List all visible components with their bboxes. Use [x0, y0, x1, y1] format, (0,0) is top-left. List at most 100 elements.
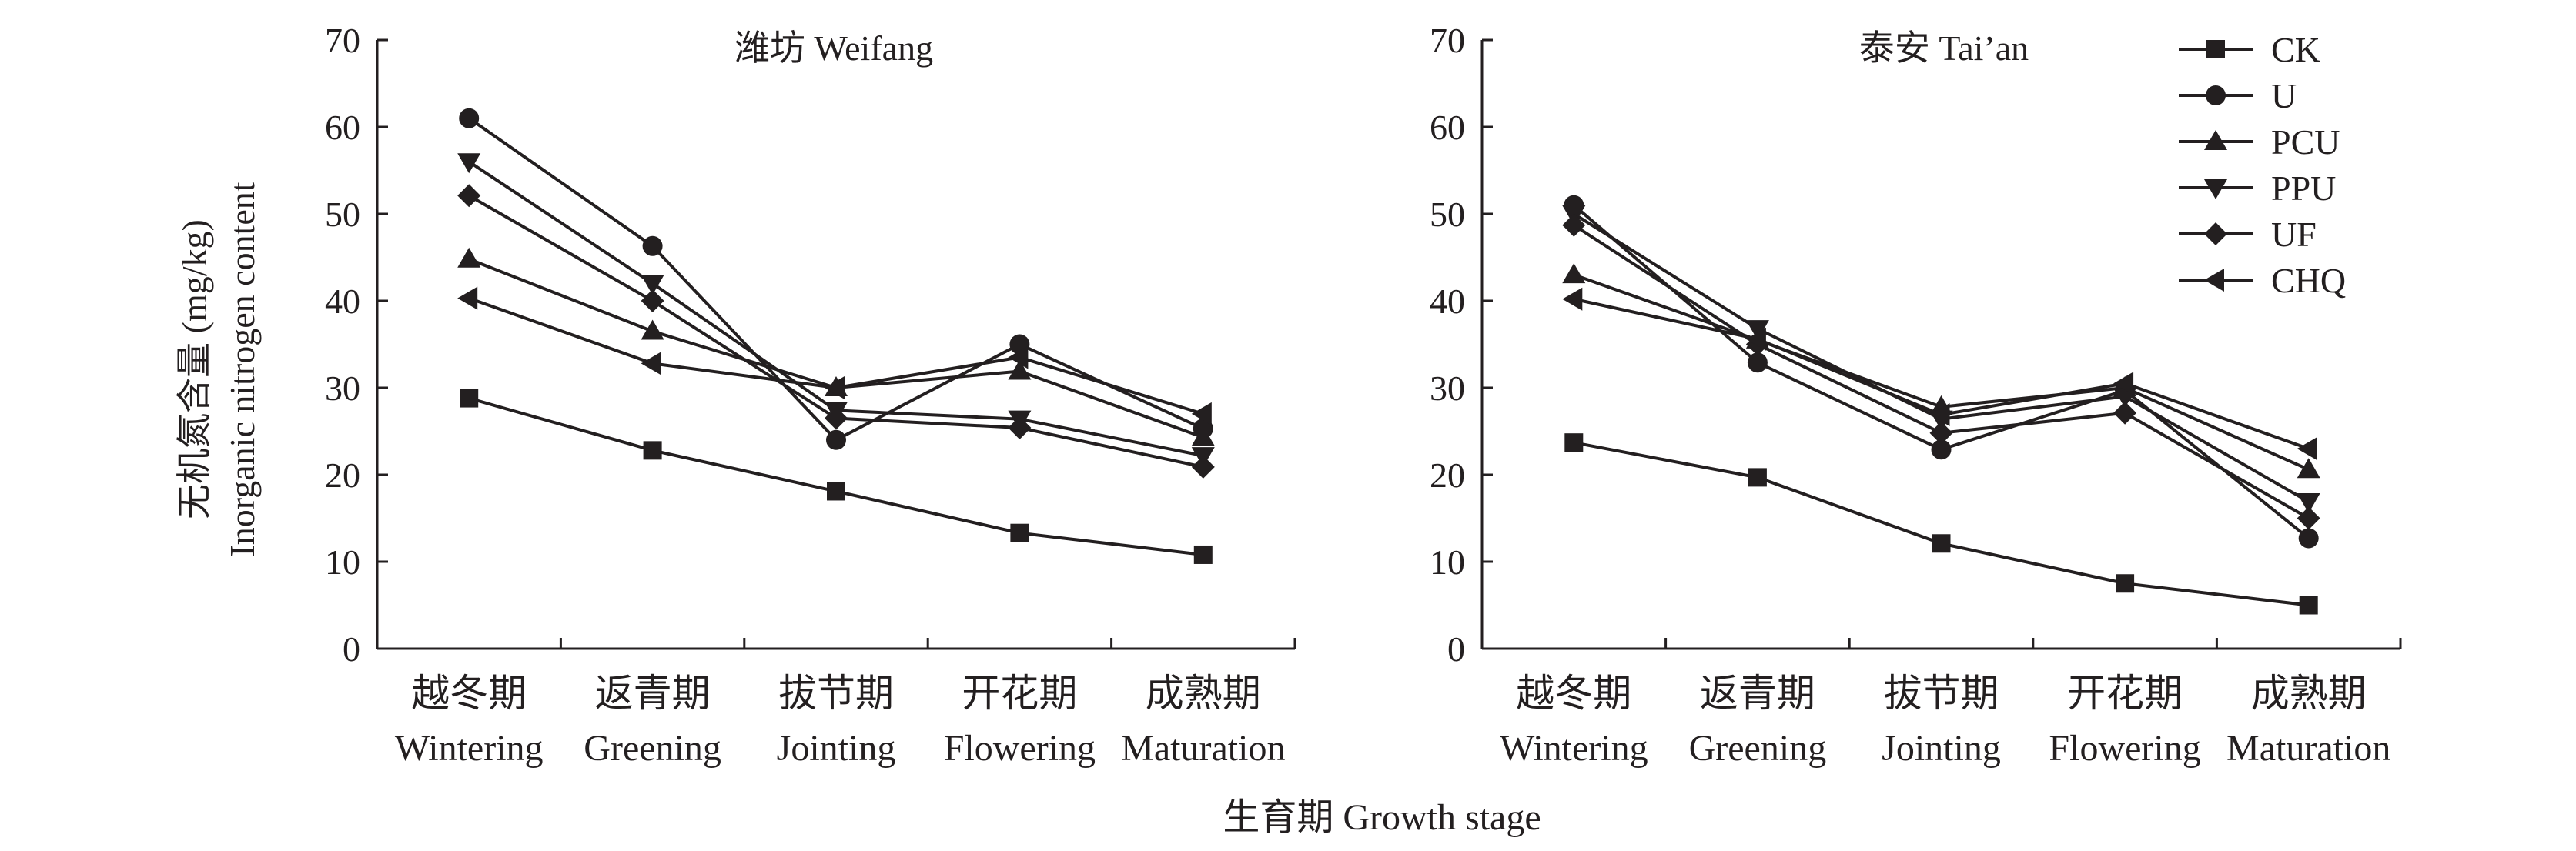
x-tick-label-en: Wintering [1500, 728, 1648, 769]
x-tick-label-en: Maturation [2226, 728, 2390, 769]
y-tick-label: 30 [1430, 369, 1465, 408]
data-point-chq [1745, 327, 1766, 351]
x-tick-label-cn: 越冬期 [1516, 672, 1631, 715]
legend-label-ppu: PPU [2271, 169, 2336, 208]
data-point-uf [825, 406, 848, 430]
x-tick-label-cn: 越冬期 [411, 672, 527, 715]
legend-marker-uf [2204, 222, 2227, 245]
y-axis-title-en: Inorganic nitrogen content [222, 182, 262, 556]
data-point-chq [1008, 345, 1029, 369]
y-tick-label: 70 [325, 21, 360, 60]
data-point-ck [1193, 545, 1213, 564]
x-tick-label-en: Jointing [777, 728, 896, 769]
x-tick-label-en: Greening [1689, 728, 1827, 769]
data-point-chq [457, 286, 478, 310]
data-point-chq [641, 352, 661, 375]
legend-marker-u [2206, 85, 2226, 105]
legend-label-u: U [2271, 76, 2297, 115]
data-point-pcu [641, 319, 664, 340]
legend-label-uf: UF [2271, 215, 2317, 254]
data-point-u [2298, 528, 2319, 549]
y-tick-label: 60 [1430, 108, 1465, 147]
y-tick-label: 30 [325, 369, 360, 408]
x-tick-label-cn: 成熟期 [2251, 672, 2367, 715]
x-tick-label-en: Flowering [944, 728, 1096, 769]
data-point-ppu [641, 275, 664, 295]
data-point-ck [1010, 523, 1029, 542]
data-point-uf [1008, 415, 1032, 439]
y-tick-label: 50 [1430, 195, 1465, 234]
data-point-ck [643, 441, 662, 460]
data-point-u [459, 108, 480, 128]
y-tick-label: 20 [1430, 456, 1465, 495]
y-tick-label: 20 [325, 456, 360, 495]
x-tick-label-en: Maturation [1121, 728, 1285, 769]
y-axis-title-cn: 无机氮含量 (mg/kg) [175, 219, 214, 519]
data-point-chq [2297, 437, 2317, 461]
x-tick-label-cn: 拔节期 [1884, 672, 1999, 715]
panel-title: 潍坊 Weifang [734, 28, 933, 68]
data-point-uf [2297, 506, 2320, 530]
x-tick-label-en: Wintering [395, 728, 544, 769]
data-point-pcu [2297, 458, 2320, 479]
x-tick-label-cn: 开花期 [962, 672, 1077, 715]
data-point-ppu [457, 153, 481, 174]
legend-label-chq: CHQ [2271, 261, 2346, 300]
x-tick-label-cn: 拔节期 [778, 672, 894, 715]
y-tick-label: 40 [1430, 282, 1465, 321]
legend-marker-ppu [2204, 179, 2227, 199]
x-tick-label-cn: 成熟期 [1146, 672, 1261, 715]
data-point-uf [641, 289, 664, 312]
data-point-uf [457, 184, 481, 208]
taian-panel: 0 10 20 30 40 50 60 70 越冬期 Wintering 返青期 Greening 拔节… [1430, 21, 2402, 769]
y-tick-label: 40 [325, 282, 360, 321]
data-point-u [1931, 439, 1952, 460]
data-point-ck [2116, 574, 2135, 593]
data-point-chq [1562, 287, 1583, 311]
data-point-pcu [1562, 263, 1586, 284]
data-point-u [826, 429, 846, 450]
y-tick-label: 60 [325, 108, 360, 147]
data-point-chq [825, 376, 845, 399]
x-tick-label-en: Jointing [1882, 728, 2001, 769]
data-point-uf [1562, 213, 1586, 237]
data-point-ck [460, 389, 479, 408]
data-point-u [642, 235, 663, 256]
legend-label-pcu: PCU [2271, 122, 2340, 162]
x-tick-label-en: Flowering [2049, 728, 2200, 769]
legend: CK U PCU PPU UF CHQ [2179, 30, 2346, 300]
y-tick-label: 10 [325, 542, 360, 582]
legend-marker-pcu [2204, 130, 2227, 150]
y-tick-label: 70 [1430, 21, 1465, 60]
data-point-chq [1191, 402, 1212, 425]
x-tick-label-cn: 返青期 [1700, 672, 1815, 715]
series-line-ck [1573, 441, 2309, 607]
data-point-pcu [1191, 425, 1215, 446]
data-point-uf [1929, 421, 1953, 445]
y-tick-label: 0 [1447, 629, 1465, 669]
data-point-ck [1932, 534, 1951, 553]
series-line-uf [1573, 224, 2310, 520]
data-point-ck [2299, 596, 2318, 615]
weifang-panel: 0 10 20 30 40 50 60 70 越冬期 Wintering 返青期 Greening 拔节… [325, 21, 1296, 769]
data-point-ppu [2297, 493, 2320, 514]
data-point-u [1747, 352, 1768, 373]
data-point-pcu [1008, 359, 1032, 380]
legend-label-ck: CK [2271, 30, 2320, 69]
legend-marker-chq [2204, 269, 2224, 292]
data-point-ck [1748, 468, 1767, 487]
x-tick-label-en: Greening [584, 728, 721, 769]
x-tick-label-cn: 返青期 [595, 672, 711, 715]
panel-title: 泰安 Tai’an [1859, 28, 2029, 68]
data-point-uf [1191, 455, 1215, 479]
x-tick-label-cn: 开花期 [2067, 672, 2183, 715]
data-point-ck [1564, 433, 1584, 452]
legend-marker-ck [2206, 40, 2225, 58]
y-tick-label: 0 [343, 629, 360, 669]
y-tick-label: 50 [325, 195, 360, 234]
data-point-chq [1929, 403, 1950, 427]
data-point-ck [827, 482, 845, 501]
data-point-chq [2113, 372, 2134, 395]
data-point-ppu [1745, 320, 1769, 341]
